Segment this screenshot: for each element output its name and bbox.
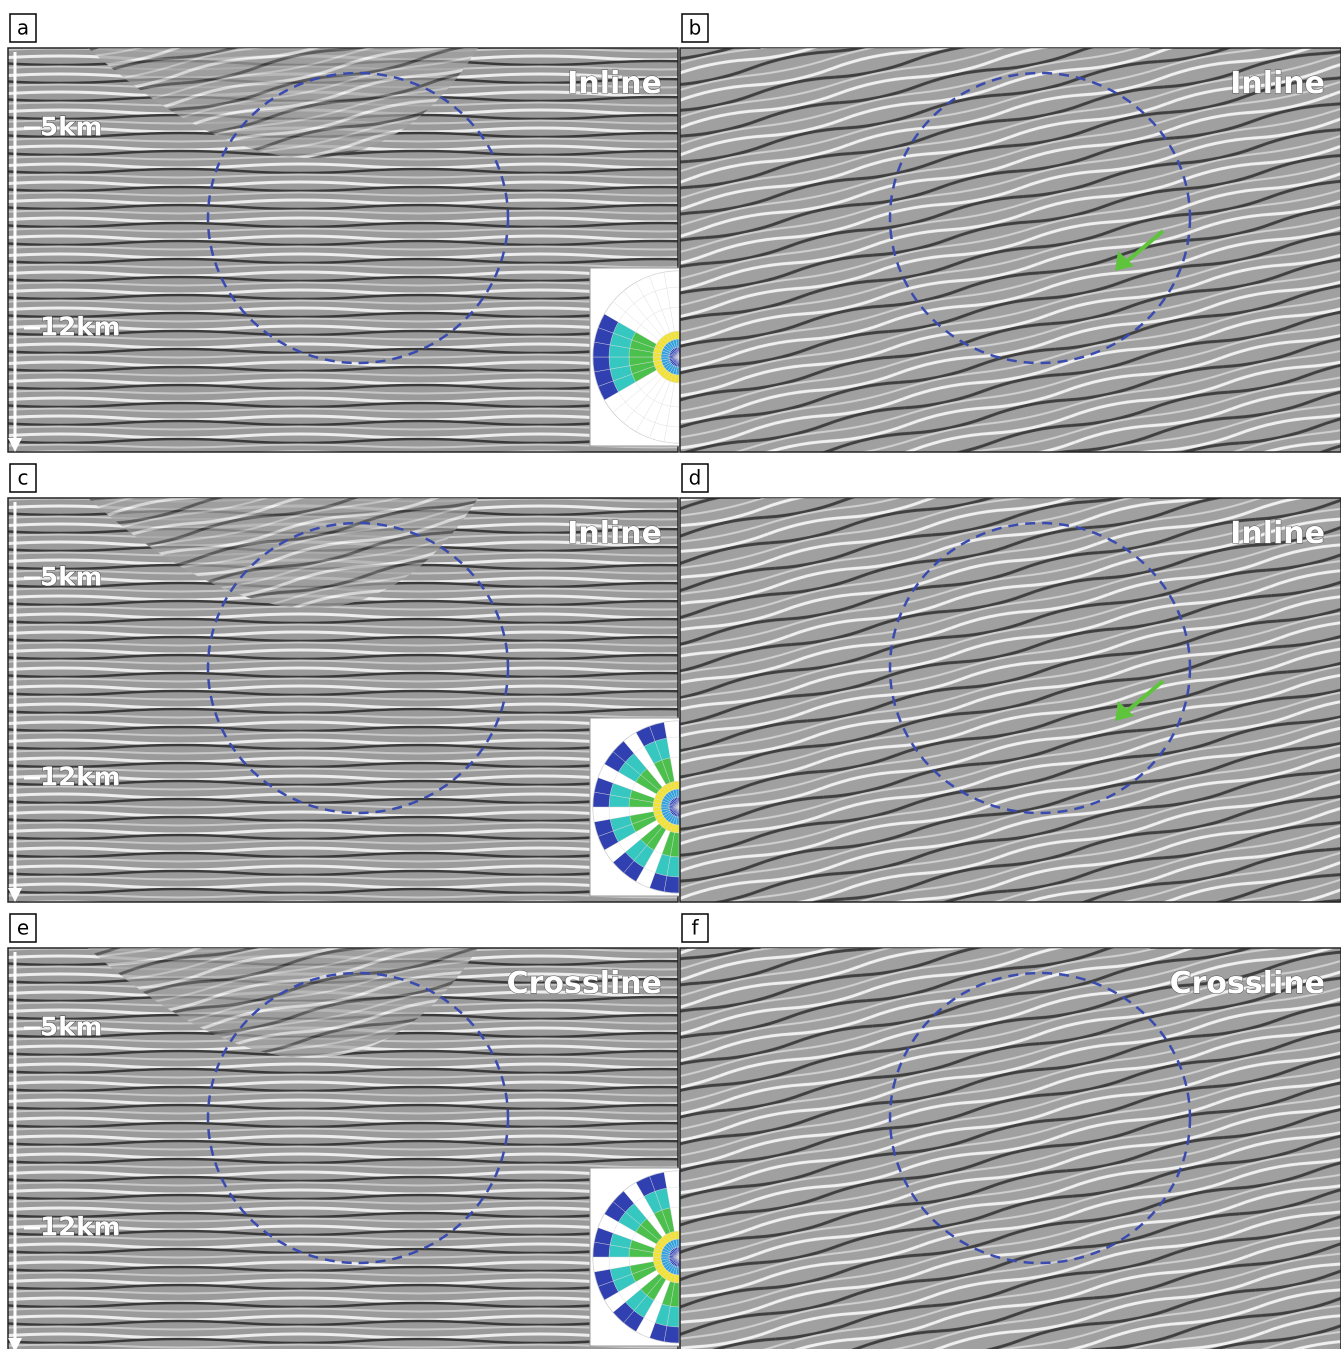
section-label: Inline: [1230, 66, 1325, 101]
figure: a Inline 5km 12km b Inline c Inline 5km 12km d Inli…: [0, 0, 1341, 1349]
panel-label: d: [689, 466, 702, 490]
depth-label: 12km: [40, 1213, 121, 1243]
section-label: Inline: [567, 516, 662, 551]
panel-label: b: [689, 16, 702, 40]
depth-label: 5km: [40, 563, 102, 593]
panel-label: e: [17, 916, 29, 940]
section-label: Crossline: [507, 966, 662, 1001]
panel-label: a: [17, 16, 29, 40]
depth-label: 12km: [40, 763, 121, 793]
panel-label: f: [691, 916, 699, 940]
depth-label: 5km: [40, 1013, 102, 1043]
depth-label: 5km: [40, 113, 102, 143]
section-label: Inline: [1230, 516, 1325, 551]
rose-sector: [664, 1171, 679, 1188]
rose-sector: [593, 1257, 610, 1272]
rose-sector: [664, 271, 679, 288]
rose-sector: [593, 357, 610, 372]
panel-label: c: [18, 466, 29, 490]
rose-sector: [664, 721, 679, 738]
section-label: Inline: [567, 66, 662, 101]
section-label: Crossline: [1170, 966, 1325, 1001]
rose-sector: [593, 807, 610, 822]
depth-label: 12km: [40, 313, 121, 343]
